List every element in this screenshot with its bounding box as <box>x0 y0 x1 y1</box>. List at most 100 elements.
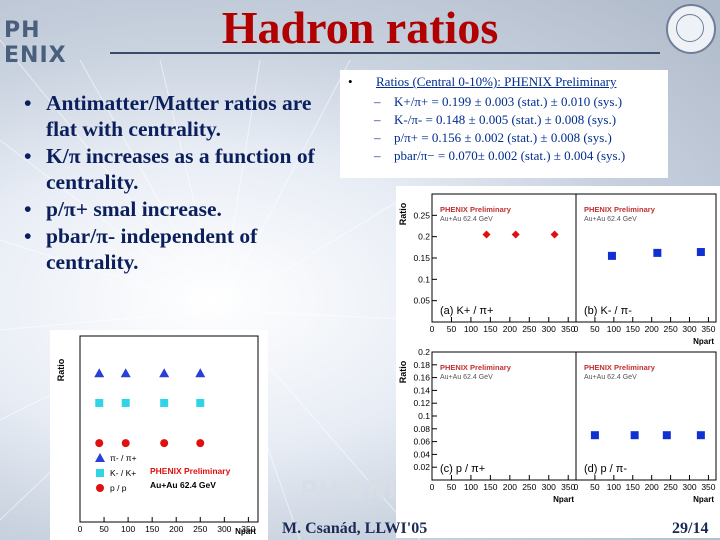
data-point <box>95 439 104 448</box>
legend-marker <box>96 469 104 477</box>
x-tick-label: 100 <box>464 324 478 334</box>
data-point <box>120 368 131 378</box>
legend-label: K- / K+ <box>110 468 136 478</box>
slide-title: Hadron ratios <box>221 2 499 53</box>
data-point <box>95 398 104 407</box>
y-tick-label: 0.06 <box>413 437 430 447</box>
box-item: – p/π+ = 0.156 ± 0.002 (stat.) ± 0.008 (s… <box>374 130 612 145</box>
data-point <box>121 398 130 407</box>
x-tick-label: 50 <box>447 482 457 492</box>
x-tick-label: 0 <box>574 482 579 492</box>
x-tick-label: 100 <box>607 324 621 334</box>
x-tick-label: 350 <box>561 324 575 334</box>
panel-watermark: PHENIX Preliminary <box>440 205 512 214</box>
panel-watermark: PHENIX Preliminary <box>440 363 512 372</box>
panel-watermark: Au+Au 62.4 GeV <box>440 374 493 381</box>
x-tick-label: 50 <box>590 324 600 334</box>
data-point <box>550 230 559 239</box>
x-tick-label: 350 <box>561 482 575 492</box>
x-axis-label: Npart <box>693 495 714 504</box>
x-tick-label: 50 <box>99 524 109 534</box>
y-tick-label: 0.1 <box>418 274 430 284</box>
x-tick-label: 150 <box>483 324 497 334</box>
y-tick-label: 0.2 <box>418 232 430 242</box>
chart-grid: 0 50 100 150 200 250 300 350 0.05 0.1 0.15 0.2 0.25 P… <box>398 193 717 504</box>
panel-watermark: Au+Au 62.4 GeV <box>440 216 493 223</box>
x-axis-label: Npart <box>235 527 256 536</box>
data-point <box>482 230 491 239</box>
panel-label: (b) K- / π- <box>584 305 632 317</box>
panel-watermark: Au+Au 62.4 GeV <box>584 374 637 381</box>
y-tick-label: 0.14 <box>413 385 430 395</box>
data-point <box>196 398 205 407</box>
x-tick-label: 300 <box>542 482 556 492</box>
y-tick-label: 0.02 <box>413 462 430 472</box>
plot-frame <box>79 335 259 523</box>
data-point <box>94 368 105 378</box>
x-tick-label: 250 <box>664 482 678 492</box>
y-tick-label: 0.04 <box>413 449 430 459</box>
x-tick-label: 150 <box>483 482 497 492</box>
data-point <box>696 248 705 257</box>
x-tick-label: 50 <box>447 324 457 334</box>
panel-label: (d) p / π- <box>584 463 627 475</box>
x-tick-label: 250 <box>664 324 678 334</box>
x-tick-label: 50 <box>590 482 600 492</box>
x-tick-label: 0 <box>430 482 435 492</box>
data-point <box>630 431 639 440</box>
data-point <box>160 398 169 407</box>
chart-left-panel: 0 50 100 150 200 250 300 350 Ratio Npart π- / π+ K-… <box>50 330 268 540</box>
data-point <box>160 439 169 448</box>
x-tick-label: 250 <box>193 524 207 534</box>
y-axis-label: Ratio <box>56 358 66 381</box>
y-axis-label: Ratio <box>398 202 408 225</box>
y-tick-label: 0.1 <box>418 411 430 421</box>
box-bullet: • <box>348 74 353 89</box>
ratios-box: • Ratios (Central 0-10%): PHENIX Prelimi… <box>340 70 668 178</box>
annotation-text: Au+Au 62.4 GeV <box>150 480 216 490</box>
x-tick-label: 300 <box>542 324 556 334</box>
y-tick-label: 0.18 <box>413 360 430 370</box>
university-seal <box>666 4 716 54</box>
x-tick-label: 350 <box>701 482 715 492</box>
y-tick-label: 0.12 <box>413 398 430 408</box>
x-tick-label: 300 <box>682 324 696 334</box>
phenix-logo-text: PH ENIX <box>4 18 67 68</box>
data-point <box>121 439 130 448</box>
x-tick-label: 300 <box>217 524 231 534</box>
bullet-item: K/π increases as a function of centralit… <box>20 143 330 195</box>
x-tick-label: 100 <box>121 524 135 534</box>
x-tick-label: 100 <box>607 482 621 492</box>
y-tick-label: 0.15 <box>413 253 430 263</box>
y-tick-label: 0.25 <box>413 210 430 220</box>
plot-frame <box>575 351 717 481</box>
x-axis-label: Npart <box>693 337 714 346</box>
x-tick-label: 250 <box>522 324 536 334</box>
panel-label: (a) K+ / π+ <box>440 305 493 317</box>
box-heading: Ratios (Central 0-10%): PHENIX Prelimina… <box>376 74 617 89</box>
page-number: 29/14 <box>672 520 709 537</box>
legend-label: π- / π+ <box>110 453 137 463</box>
legend-marker <box>96 484 104 492</box>
footer-author: M. Csanád, LLWI'05 <box>282 520 428 537</box>
x-tick-label: 350 <box>701 324 715 334</box>
x-tick-label: 250 <box>522 482 536 492</box>
x-tick-label: 200 <box>169 524 183 534</box>
x-tick-label: 150 <box>626 324 640 334</box>
box-item: – K+/π+ = 0.199 ± 0.003 (stat.) ± 0.010 (… <box>374 94 623 109</box>
chart-grid-panel: 0 50 100 150 200 250 300 350 0.05 0.1 0.15 0.2 0.25 P… <box>396 186 720 538</box>
bullet-item: Antimatter/Matter ratios are flat with c… <box>20 90 330 142</box>
box-item: – K-/π- = 0.148 ± 0.005 (stat.) ± 0.008 (… <box>374 112 617 127</box>
title-underline <box>110 52 660 54</box>
x-tick-label: 350 <box>241 524 255 534</box>
y-axis-label: Ratio <box>398 360 408 383</box>
panel-watermark: PHENIX Preliminary <box>584 205 656 214</box>
x-tick-label: 150 <box>626 482 640 492</box>
data-point <box>511 230 520 239</box>
data-point <box>662 431 671 440</box>
data-point <box>159 368 170 378</box>
x-tick-label: 0 <box>78 524 83 534</box>
bullet-item: pbar/π- independent of centrality. <box>20 223 330 275</box>
y-tick-label: 0.2 <box>418 347 430 357</box>
